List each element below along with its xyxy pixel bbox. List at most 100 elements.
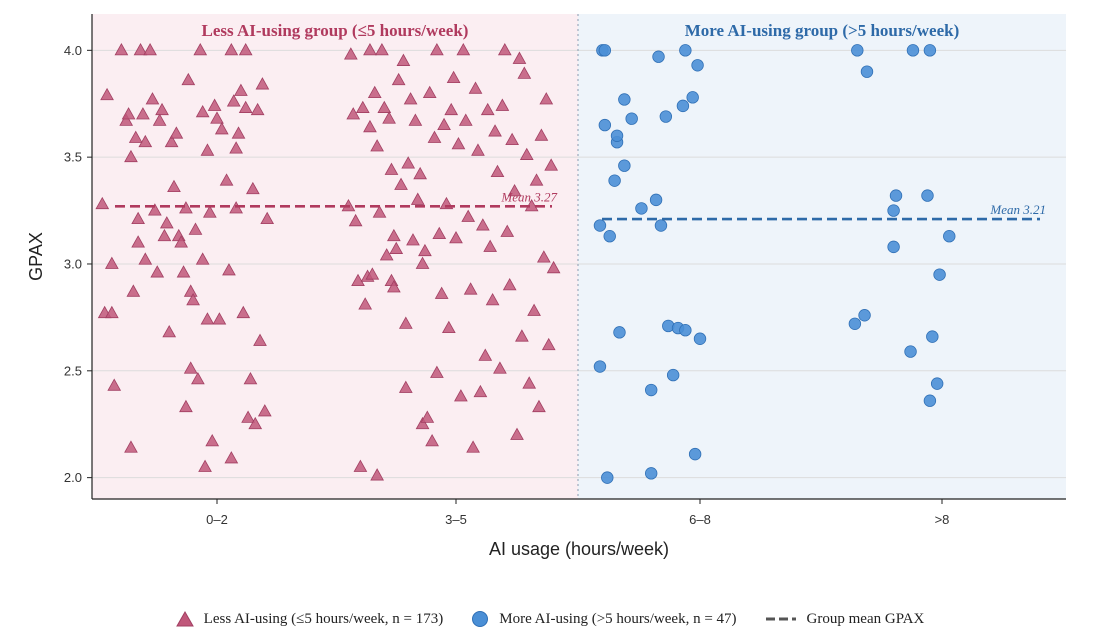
x-tick-label: 3–5 [445, 512, 467, 527]
triangle-point [136, 107, 150, 120]
triangle-point [379, 248, 394, 261]
triangle-point [128, 130, 143, 143]
triangle-point [195, 104, 210, 118]
triangle-point [231, 126, 246, 139]
triangle-point [365, 267, 380, 280]
x-tick-label: 6–8 [689, 512, 711, 527]
triangle-point [202, 205, 217, 218]
triangle-point [430, 365, 444, 378]
axes [91, 14, 1066, 500]
legend-label-more: More AI-using (>5 hours/week, n = 47) [499, 610, 737, 627]
right-group-region [578, 14, 1066, 499]
triangle-point [515, 329, 529, 342]
legend-label-less: Less AI-using (≤5 hours/week, n = 173) [203, 610, 444, 627]
triangle-point [143, 43, 157, 56]
triangle-point [512, 51, 527, 64]
triangle-point [188, 222, 203, 235]
circle-point [858, 309, 871, 322]
circle-point [679, 324, 692, 337]
gridlines [92, 49, 1066, 479]
triangle-point [179, 399, 193, 413]
circle-point [610, 129, 624, 142]
triangle-point [124, 440, 138, 453]
circle-point [679, 44, 692, 57]
y-tick-label: 4.0 [64, 43, 82, 58]
circle-point [645, 383, 658, 397]
triangle-point [427, 130, 442, 143]
triangle-point [483, 239, 498, 252]
triangle-point [238, 100, 253, 113]
triangle-point [478, 348, 493, 361]
triangle-point [415, 416, 430, 430]
triangle-point [363, 119, 377, 133]
triangle-point [370, 468, 384, 481]
circle-point [603, 230, 616, 243]
y-axis-label: GPAX [26, 232, 46, 281]
circle-point [933, 268, 946, 281]
circle-point [654, 219, 668, 232]
triangle-point [387, 228, 401, 242]
triangle-point [541, 337, 556, 351]
triangle-point [186, 292, 200, 306]
triangle-point [260, 211, 275, 225]
circle-point [652, 50, 665, 63]
triangle-point [245, 181, 260, 195]
triangle-point [367, 85, 382, 99]
data-points [95, 43, 956, 484]
triangle-point [124, 149, 138, 163]
left-group-title: Less AI-using group (≤5 hours/week) [202, 21, 469, 40]
triangle-point [441, 320, 456, 334]
triangle-point [434, 286, 449, 299]
triangle-point [406, 233, 420, 246]
triangle-point [104, 256, 119, 269]
legend-label-mean: Group mean GPAX [806, 610, 925, 627]
circle-point [666, 368, 680, 382]
triangle-point [495, 98, 510, 111]
triangle-point [517, 66, 532, 79]
triangle-point [107, 378, 122, 391]
triangle-point [157, 228, 172, 242]
x-axis-label: AI usage (hours/week) [489, 539, 669, 559]
triangle-point [377, 100, 392, 113]
triangle-point [351, 273, 365, 287]
circle-point [889, 189, 903, 202]
triangle-point [250, 102, 265, 116]
triangle-point [224, 451, 239, 464]
triangle-point [121, 107, 136, 120]
triangle-point [248, 416, 263, 430]
y-tick-label: 2.5 [64, 363, 82, 378]
circle-point [904, 345, 917, 358]
triangle-point [131, 235, 145, 248]
triangle-point [389, 241, 404, 254]
triangle-point [183, 284, 198, 297]
circle-point [618, 159, 631, 172]
triangle-point [358, 297, 373, 310]
left-group-region [92, 14, 578, 499]
triangle-point [398, 380, 413, 393]
triangle-point [257, 404, 272, 417]
circle-marker-icon [472, 611, 489, 627]
triangle-point [238, 43, 253, 56]
triangle-point [234, 83, 248, 96]
circle-point [686, 91, 699, 104]
x-tick-label: 0–2 [206, 512, 228, 527]
circle-point [635, 202, 648, 215]
triangle-point [384, 162, 399, 175]
left-mean-label: Mean 3.27 [500, 189, 557, 204]
triangle-point [236, 305, 251, 319]
triangle-point [485, 292, 500, 306]
triangle-point [126, 284, 141, 297]
x-tick-label: >8 [935, 512, 950, 527]
right-group-title: More AI-using group (>5 hours/week) [685, 21, 959, 40]
triangle-point [131, 211, 145, 225]
circle-point [921, 189, 934, 202]
triangle-point [505, 132, 519, 146]
triangle-point [510, 427, 524, 440]
triangle-point [546, 260, 561, 274]
triangle-point [532, 399, 546, 413]
triangle-point [200, 143, 215, 156]
triangle-point [152, 113, 167, 126]
triangle-point [183, 361, 198, 374]
triangle-point [454, 389, 468, 402]
triangle-point [159, 216, 174, 229]
